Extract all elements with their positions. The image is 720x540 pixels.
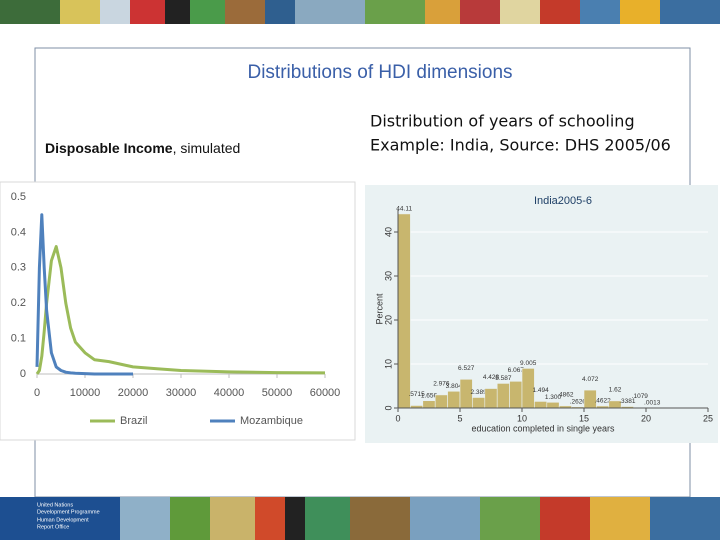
x-tick-label: 10 [517, 413, 527, 423]
bar [484, 388, 498, 409]
x-tick-label: 25 [703, 413, 713, 423]
left-heading-bold: Disposable Income [45, 140, 173, 156]
value-label: 2.976 [433, 381, 450, 388]
series-line [35, 245, 326, 375]
bar [434, 394, 448, 409]
value-label: .5715 [408, 391, 425, 398]
value-label: 6.527 [458, 365, 475, 372]
bar [509, 381, 523, 409]
value-label: .3381 [619, 398, 636, 405]
footer-org: Development Programme [37, 509, 100, 515]
x-tick-label: 10000 [70, 387, 101, 399]
y-tick-label: 0.3 [11, 262, 26, 274]
left-chart-frame [0, 181, 356, 441]
x-tick-label: 0 [395, 413, 400, 423]
x-tick-label: 20 [641, 413, 651, 423]
x-tick-label: 60000 [310, 387, 341, 399]
bar [496, 383, 510, 409]
series-line [35, 213, 133, 376]
value-label: .1079 [632, 393, 649, 400]
right-subheading: Example: India, Source: DHS 2005/06 [370, 136, 671, 155]
footer-org: Report Office [37, 524, 69, 530]
bar [447, 390, 461, 409]
value-label: .4862 [557, 392, 574, 399]
value-label: 1.494 [532, 387, 549, 394]
y-tick-label: 0 [20, 368, 26, 380]
y-axis-label: Percent [374, 293, 384, 325]
plot-area [398, 210, 708, 408]
value-label: .4622 [594, 398, 611, 405]
bar [422, 400, 436, 409]
value-label: 1.62 [609, 387, 622, 394]
top-banner [0, 0, 720, 24]
value-label: 1.656 [421, 392, 438, 399]
value-label: 4.072 [582, 376, 599, 383]
value-label: .2626 [570, 399, 587, 406]
bottom-banner [0, 497, 720, 540]
left-heading-rest: , simulated [173, 140, 241, 156]
y-tick-label: 10 [383, 359, 393, 369]
value-label: 1.300 [545, 394, 562, 401]
bar [546, 401, 560, 409]
x-axis-label: education completed in single years [471, 423, 615, 433]
y-tick-label: 30 [383, 271, 393, 281]
value-label: 3.804 [446, 383, 463, 390]
x-tick-label: 15 [579, 413, 589, 423]
left-heading: Disposable Income, simulated [45, 140, 240, 156]
y-tick-label: 40 [383, 227, 393, 237]
value-label: 9.005 [520, 360, 537, 367]
x-tick-label: 0 [34, 387, 40, 399]
y-tick-label: 0.2 [11, 297, 26, 309]
value-label: 6.067 [508, 367, 525, 374]
footer-org: United Nations [37, 502, 73, 508]
value-label: 4.428 [483, 374, 500, 381]
legend-label: Brazil [120, 415, 148, 427]
legend-label: Mozambique [240, 415, 303, 427]
value-label: .0013 [644, 400, 661, 407]
value-label: 5.587 [495, 375, 512, 382]
y-tick-label: 0.4 [11, 226, 26, 238]
x-tick-label: 5 [457, 413, 462, 423]
value-label: 2.389 [470, 389, 487, 396]
value-label: 44.11 [396, 206, 412, 213]
bar [534, 401, 548, 409]
chart-title: India2005-6 [534, 195, 592, 207]
y-tick-label: 0.5 [11, 191, 26, 203]
x-tick-label: 30000 [166, 387, 197, 399]
x-tick-label: 50000 [262, 387, 293, 399]
y-tick-label: 20 [383, 315, 393, 325]
slide-title: Distributions of HDI dimensions [247, 62, 512, 83]
x-tick-label: 20000 [118, 387, 149, 399]
bar [472, 397, 486, 409]
right-heading: Distribution of years of schooling [370, 112, 635, 131]
y-tick-label: 0.1 [11, 333, 26, 345]
bar [397, 213, 411, 409]
y-tick-label: 0 [383, 405, 393, 410]
footer-org: Human Development [37, 517, 89, 523]
x-tick-label: 40000 [214, 387, 245, 399]
